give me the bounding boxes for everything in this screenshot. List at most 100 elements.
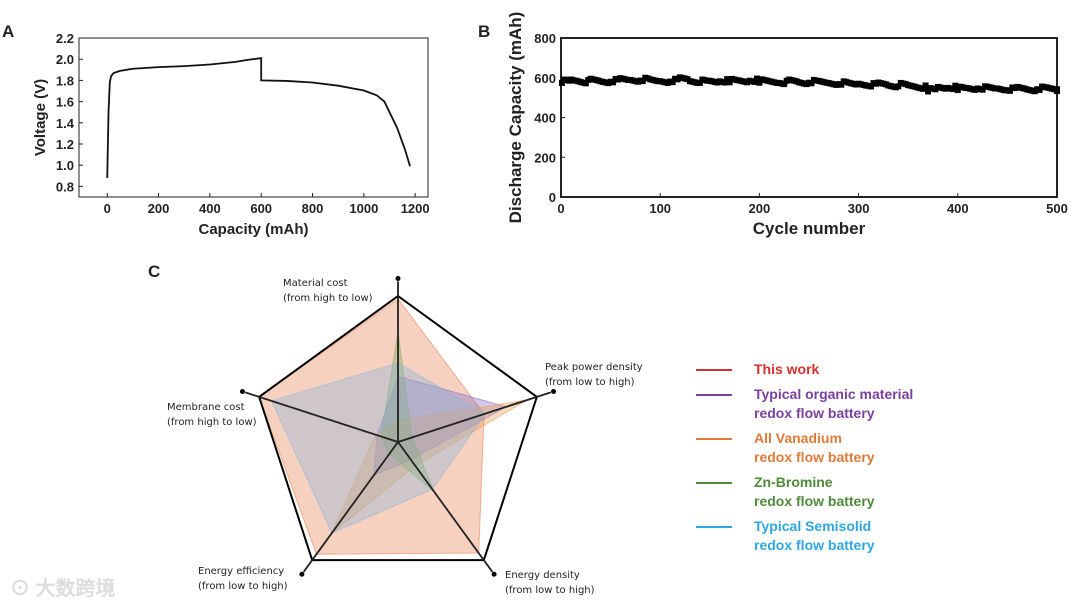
data-point <box>952 82 959 89</box>
radar-axis <box>244 391 399 443</box>
x-tick-label: 200 <box>148 201 170 216</box>
data-point <box>610 79 617 86</box>
radar-axis-label: Material cost <box>283 278 348 289</box>
x-tick-label: 500 <box>1046 201 1068 216</box>
legend-swatch <box>696 369 732 371</box>
data-point <box>920 85 927 92</box>
plot-frame <box>78 37 429 198</box>
data-point <box>669 79 676 86</box>
data-point <box>1054 88 1060 95</box>
arrow-head-icon <box>491 571 497 577</box>
legend-item: Zn-Bromine redox flow battery <box>696 473 954 511</box>
y-axis-label: Discharge Capacity (mAh) <box>506 12 525 224</box>
legend-label: All Vanadium redox flow battery <box>754 430 875 465</box>
radar-axis-label: Peak power density <box>545 362 643 373</box>
data-point <box>639 78 646 85</box>
watermark-logo: ⊙ 大数跨境 <box>10 578 116 600</box>
y-tick-label: 0.8 <box>56 179 74 194</box>
y-tick-label: 1.2 <box>56 137 74 152</box>
radar-axis-label: Membrane cost <box>167 402 245 413</box>
x-tick-label: 100 <box>649 201 671 216</box>
x-tick-label: 1200 <box>401 201 430 216</box>
x-tick-label: 800 <box>302 201 324 216</box>
radar-axis-label: (from high to low) <box>167 417 257 428</box>
radar-series-typical <box>270 362 487 534</box>
panel-label-b: B <box>478 22 491 41</box>
radar-axis-label: (from low to high) <box>505 585 595 596</box>
radar-axis <box>397 441 494 573</box>
arrow-head-icon <box>299 571 305 577</box>
data-point <box>925 88 932 95</box>
x-axis-label: Cycle number <box>753 219 866 238</box>
radar-series-all <box>331 399 528 534</box>
y-tick-label: 1.8 <box>56 73 74 88</box>
y-tick-label: 2.2 <box>56 31 74 46</box>
legend-swatch <box>696 482 732 484</box>
x-tick-label: 0 <box>557 201 564 216</box>
y-tick-label: 200 <box>534 150 556 165</box>
data-point <box>582 80 589 87</box>
data-point <box>922 82 929 89</box>
x-tick-label: 200 <box>749 201 771 216</box>
data-point <box>1006 87 1013 94</box>
y-axis-label: Voltage (V) <box>32 79 49 156</box>
data-point <box>895 83 902 90</box>
data-point <box>838 81 845 88</box>
legend-swatch <box>696 438 732 440</box>
legend-item: This work <box>696 360 954 379</box>
legend-label: Typical Semisolid redox flow battery <box>754 518 875 553</box>
y-tick-label: 1.6 <box>56 95 74 110</box>
radar-series-zn-bromine <box>380 332 435 492</box>
data-point <box>949 86 956 93</box>
legend-swatch <box>696 394 732 396</box>
data-point <box>751 78 758 85</box>
y-tick-label: 600 <box>534 71 556 86</box>
legend-item: Typical organic material redox flow batte… <box>696 385 954 423</box>
data-point <box>696 79 703 86</box>
legend-label: This work <box>754 361 820 377</box>
radar-axis <box>397 391 552 443</box>
plot-frame <box>560 37 1058 198</box>
x-tick-label: 400 <box>947 201 969 216</box>
data-point <box>726 79 733 86</box>
arrow-head-icon <box>395 275 401 281</box>
radar-axis-label: Energy density <box>505 570 580 581</box>
radar-axis-label: Energy efficiency <box>198 566 284 577</box>
radar-axis-label: (from low to high) <box>545 377 635 388</box>
y-tick-label: 800 <box>534 31 556 46</box>
legend-label: Zn-Bromine redox flow battery <box>754 474 875 509</box>
radar-axis <box>302 441 399 573</box>
radar-axis-label: (from high to low) <box>283 293 373 304</box>
x-tick-label: 1000 <box>349 201 378 216</box>
x-tick-label: 600 <box>250 201 272 216</box>
legend-swatch <box>696 526 732 528</box>
x-tick-label: 400 <box>199 201 221 216</box>
legend-label: Typical organic material redox flow batte… <box>754 386 914 421</box>
legend-item: Typical Semisolid redox flow battery <box>696 517 954 555</box>
data-point <box>724 76 731 83</box>
y-tick-label: 2.0 <box>56 52 74 67</box>
data-point <box>781 81 788 88</box>
data-point <box>721 79 728 86</box>
data-point <box>1036 86 1043 93</box>
legend-item: All Vanadium redox flow battery <box>696 429 954 467</box>
radar-outline <box>257 294 539 562</box>
data-point <box>868 83 874 90</box>
y-tick-label: 1.4 <box>56 116 75 131</box>
data-point <box>756 79 763 86</box>
x-axis-label: Capacity (mAh) <box>198 221 308 238</box>
data-point <box>558 79 565 86</box>
arrow-head-icon <box>551 388 557 394</box>
data-point <box>753 75 760 82</box>
y-tick-label: 400 <box>534 111 556 126</box>
radar-axis-label: (from low to high) <box>198 581 288 592</box>
data-point <box>808 80 815 87</box>
voltage-curve <box>106 57 411 178</box>
y-tick-label: 0 <box>549 190 556 205</box>
y-tick-label: 1.0 <box>56 158 74 173</box>
panel-label-a: A <box>2 22 15 41</box>
arrow-head-icon <box>239 388 245 394</box>
x-tick-label: 0 <box>104 201 111 216</box>
